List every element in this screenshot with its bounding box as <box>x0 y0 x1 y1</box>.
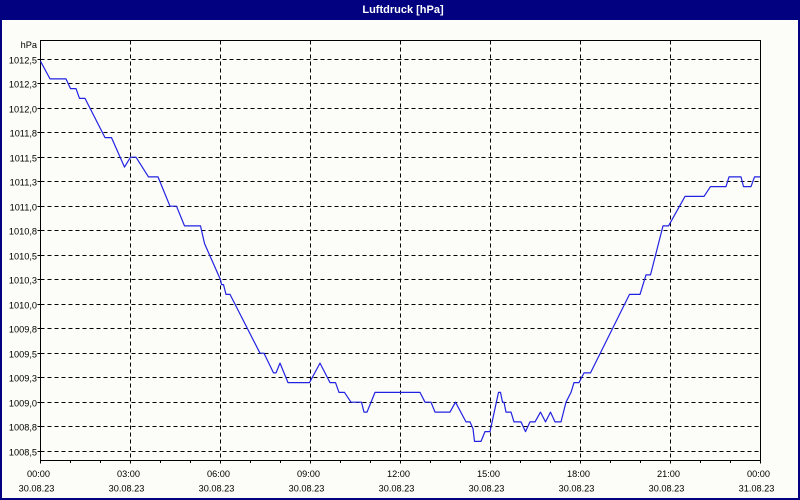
svg-text:30.08.23: 30.08.23 <box>649 484 685 494</box>
svg-text:18:00: 18:00 <box>567 469 590 479</box>
svg-text:30.08.23: 30.08.23 <box>379 484 415 494</box>
svg-text:1008,8: 1008,8 <box>9 422 37 432</box>
svg-text:30.08.23: 30.08.23 <box>199 484 235 494</box>
svg-text:1011,3: 1011,3 <box>10 177 37 187</box>
svg-text:1009,8: 1009,8 <box>9 324 37 334</box>
svg-text:30.08.23: 30.08.23 <box>469 484 505 494</box>
svg-text:hPa: hPa <box>21 40 38 50</box>
svg-text:1009,5: 1009,5 <box>9 349 37 359</box>
svg-text:30.08.23: 30.08.23 <box>19 484 55 494</box>
svg-text:1010,3: 1010,3 <box>9 275 37 285</box>
svg-text:1012,5: 1012,5 <box>9 55 37 65</box>
svg-text:1009,3: 1009,3 <box>9 373 37 383</box>
svg-text:1011,8: 1011,8 <box>10 128 37 138</box>
svg-text:12:00: 12:00 <box>387 469 410 479</box>
svg-text:00:00: 00:00 <box>27 469 50 479</box>
svg-text:09:00: 09:00 <box>297 469 320 479</box>
svg-text:21:00: 21:00 <box>657 469 680 479</box>
svg-text:1012,3: 1012,3 <box>9 79 37 89</box>
svg-text:00:00: 00:00 <box>747 469 770 479</box>
svg-text:1011,5: 1011,5 <box>10 153 37 163</box>
svg-text:30.08.23: 30.08.23 <box>289 484 325 494</box>
svg-text:30.08.23: 30.08.23 <box>559 484 595 494</box>
svg-text:30.08.23: 30.08.23 <box>109 484 145 494</box>
svg-text:1011,0: 1011,0 <box>10 202 37 212</box>
svg-text:1010,8: 1010,8 <box>9 226 37 236</box>
svg-text:1012,0: 1012,0 <box>9 104 37 114</box>
svg-text:1008,5: 1008,5 <box>9 447 37 457</box>
svg-text:06:00: 06:00 <box>207 469 230 479</box>
svg-text:03:00: 03:00 <box>117 469 140 479</box>
svg-text:31.08.23: 31.08.23 <box>739 484 775 494</box>
svg-text:15:00: 15:00 <box>477 469 500 479</box>
svg-text:1010,5: 1010,5 <box>9 251 37 261</box>
svg-text:1009,0: 1009,0 <box>9 398 37 408</box>
svg-text:1010,0: 1010,0 <box>9 300 37 310</box>
